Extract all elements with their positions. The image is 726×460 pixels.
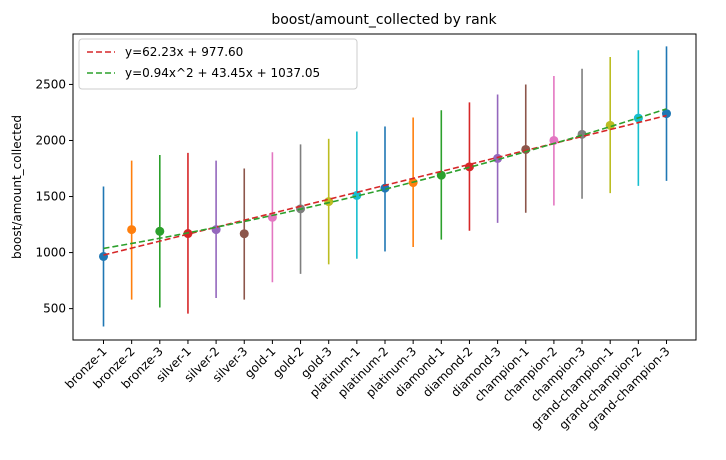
data-point (99, 251, 108, 261)
legend: y=62.23x + 977.60 y=0.94x^2 + 43.45x + 10… (78, 38, 358, 90)
data-point (239, 229, 249, 239)
data-point (549, 135, 559, 145)
chart-marks (99, 46, 671, 327)
y-tick-label: 2500 (35, 77, 66, 91)
fit-line-1 (103, 114, 667, 256)
y-axis: 500 1000 1500 2000 2500 (35, 77, 73, 316)
y-axis-label: boost/amount_collected (10, 115, 24, 259)
data-point (605, 120, 615, 130)
x-axis: bronze-1bronze-2bronze-3silver-1silver-2… (62, 340, 673, 432)
data-point (352, 190, 362, 200)
y-tick-label: 1000 (35, 246, 66, 260)
y-tick-label: 1500 (35, 190, 66, 204)
chart-title: boost/amount_collected by rank (271, 12, 497, 28)
data-point (127, 225, 137, 235)
legend-box (78, 38, 358, 90)
y-tick-label: 2000 (35, 133, 66, 147)
y-tick-label: 500 (43, 302, 66, 316)
data-point (380, 183, 390, 193)
data-point (521, 144, 531, 154)
fit-line-2 (103, 108, 667, 250)
legend-label: y=0.94x^2 + 43.45x + 1037.05 (125, 66, 320, 80)
legend-label: y=62.23x + 977.60 (125, 45, 243, 59)
data-point (155, 226, 165, 236)
